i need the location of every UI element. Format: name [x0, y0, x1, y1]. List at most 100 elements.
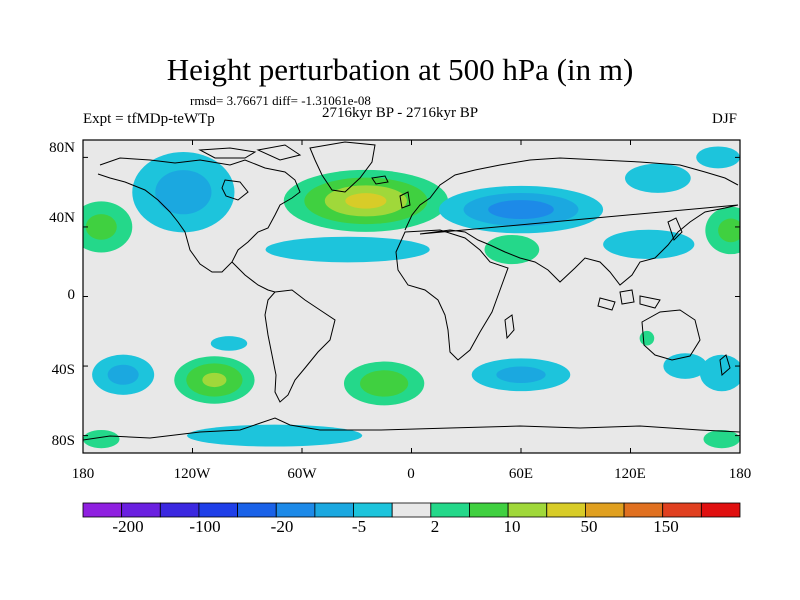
coastline-british-isles — [399, 191, 411, 209]
contour-level — [345, 193, 387, 209]
colorbar — [82, 502, 741, 518]
contour-region — [625, 163, 691, 193]
contour-level — [703, 429, 740, 449]
colorbar-label: 50 — [580, 517, 598, 536]
season-label: DJF — [712, 111, 738, 127]
contour-level — [603, 229, 695, 259]
contour-region — [283, 169, 448, 232]
contour-level — [202, 372, 227, 388]
coastline-greenland — [309, 141, 376, 193]
map-title: Height perturbation at 500 hPa (in m) — [166, 52, 634, 87]
contour-region — [83, 201, 133, 253]
lon-tick-label: 180 — [71, 466, 95, 482]
contour-region — [703, 429, 740, 449]
contour-region — [187, 424, 363, 447]
contour-level — [187, 424, 363, 447]
contour-level — [639, 330, 655, 346]
contour-region — [210, 336, 248, 351]
contour-region — [343, 361, 425, 406]
colorbar-label: 150 — [653, 517, 679, 536]
contour-region — [603, 229, 695, 259]
axis-ticks — [82, 140, 741, 453]
contour-region — [639, 330, 655, 346]
contour-level — [484, 234, 540, 265]
colorbar-label: 2 — [430, 517, 440, 536]
experiment-label: Expt = tfMDp-teWTp — [83, 111, 215, 127]
colorbar-swatch — [546, 502, 586, 518]
colorbar-swatch — [623, 502, 664, 518]
contour-region — [92, 354, 155, 395]
coastlines — [83, 141, 740, 441]
colorbar-swatch — [198, 502, 238, 518]
coastline-hudson-bay — [221, 179, 249, 201]
lon-tick-label: 60E — [508, 466, 534, 482]
contour-level — [488, 200, 554, 220]
colorbar-swatch — [700, 502, 741, 518]
coastline-japan — [667, 217, 683, 241]
contour-region — [438, 185, 604, 234]
coastline-south-america — [264, 289, 336, 403]
lon-tick-label: 60W — [287, 466, 317, 482]
period-label: 2716kyr BP - 2716kyr BP — [322, 105, 479, 121]
colorbar-swatch — [662, 502, 702, 518]
colorbar-label: -200 — [112, 517, 144, 536]
contour-level — [210, 336, 248, 351]
coastline-arctic-islands — [198, 144, 302, 161]
coastline-north-america — [97, 157, 301, 273]
lon-tick-label: 180 — [728, 466, 752, 482]
lon-tick-label: 120E — [614, 466, 646, 482]
contour-region — [699, 354, 740, 392]
colorbar-swatch — [159, 502, 200, 518]
contour-region — [705, 206, 740, 255]
lat-tick-label: 80N — [49, 140, 75, 156]
colorbar-label: -5 — [351, 517, 367, 536]
coastline-new-zealand — [719, 354, 731, 376]
contour-level — [265, 236, 430, 263]
contour-level — [83, 429, 120, 449]
contour-level — [696, 146, 740, 169]
colorbar-label: -20 — [270, 517, 294, 536]
stats-label: rmsd= 3.76671 diff= -1.31061e-08 — [190, 93, 371, 108]
contour-region — [174, 356, 255, 404]
coastline-africa — [395, 229, 509, 361]
contour-region — [484, 234, 540, 265]
colorbar-swatch — [275, 502, 316, 518]
coastline-iceland — [371, 175, 389, 185]
contour-region — [696, 146, 740, 169]
colorbar-swatch — [585, 502, 625, 518]
lat-tick-label: 40N — [49, 210, 75, 226]
contour-region — [83, 429, 120, 449]
lon-tick-label: 120W — [173, 466, 211, 482]
colorbar-swatch — [314, 502, 354, 518]
contour-level — [85, 214, 117, 240]
colorbar-swatch — [469, 502, 509, 518]
lon-tick-label: 0 — [407, 466, 415, 482]
lat-tick-label: 40S — [51, 362, 75, 378]
lat-tick-label: 80S — [51, 433, 75, 449]
contour-level — [155, 170, 212, 215]
colorbar-swatch — [353, 502, 393, 518]
contour-region — [265, 236, 430, 263]
colorbar-swatch — [82, 502, 123, 518]
colorbar-swatch — [391, 502, 432, 518]
coastline-eurasia — [404, 157, 739, 286]
coastline-maritime-continent — [597, 289, 661, 311]
coastline-australia — [641, 309, 701, 361]
colorbar-label: -100 — [189, 517, 221, 536]
colorbar-swatch — [237, 502, 277, 518]
contour-fields — [83, 146, 740, 449]
colorbar-swatch — [430, 502, 470, 518]
contour-level — [625, 163, 691, 193]
contour-level — [699, 354, 740, 392]
colorbar-label: 10 — [503, 517, 521, 536]
contour-level — [718, 218, 740, 243]
contour-level — [107, 364, 139, 385]
lat-tick-label: 0 — [67, 287, 76, 303]
contour-level — [496, 366, 546, 383]
coastline-madagascar — [504, 314, 515, 340]
coastline-central-america — [231, 261, 276, 293]
colorbar-swatch — [507, 502, 548, 518]
contour-region — [471, 358, 571, 392]
contour-region — [132, 152, 235, 233]
coastline-antarctica — [83, 417, 740, 441]
